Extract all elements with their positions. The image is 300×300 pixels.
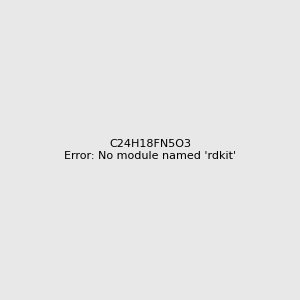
Text: C24H18FN5O3
Error: No module named 'rdkit': C24H18FN5O3 Error: No module named 'rdki…: [64, 139, 236, 161]
